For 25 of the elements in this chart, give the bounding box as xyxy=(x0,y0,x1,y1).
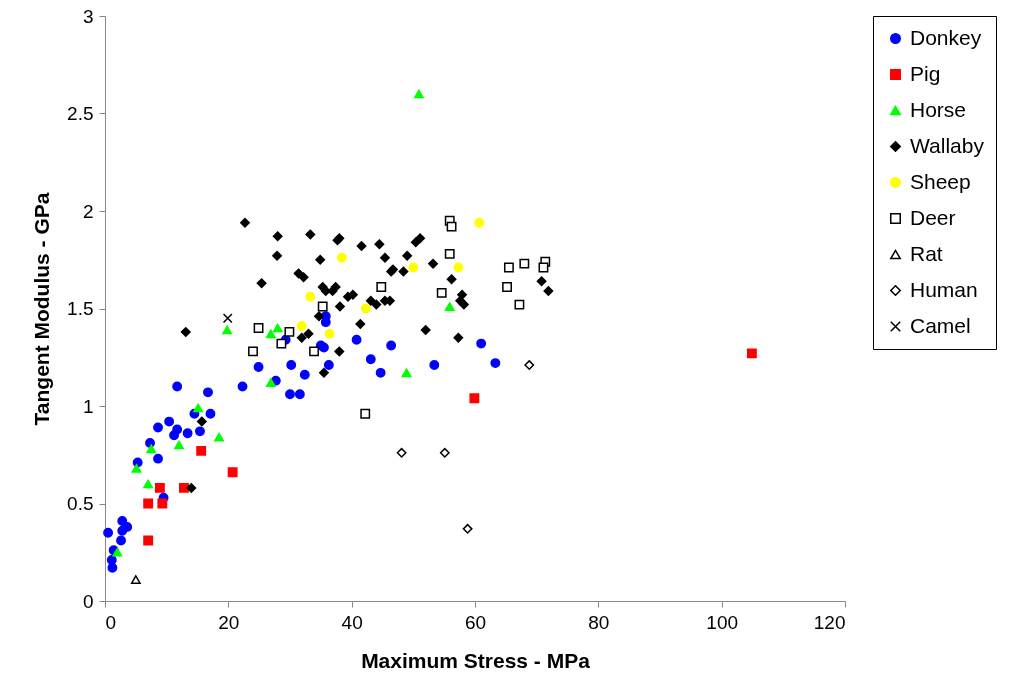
x-tick-label: 40 xyxy=(341,611,363,633)
y-tick-label: 0.5 xyxy=(67,493,94,514)
y-tick-label: 3 xyxy=(82,5,94,27)
y-tick-label: 2.5 xyxy=(67,103,94,124)
y-tick-label: 2 xyxy=(82,200,94,222)
legend-label: Human xyxy=(910,277,978,301)
legend-label: Rat xyxy=(910,241,943,265)
legend-label: Sheep xyxy=(910,169,971,193)
y-axis-title: Tangent Modulus - GPa xyxy=(30,192,54,426)
legend-label: Camel xyxy=(910,313,971,337)
x-tick-label: 100 xyxy=(706,611,739,633)
legend-label: Deer xyxy=(910,205,956,229)
x-tick-label: 60 xyxy=(464,611,487,633)
x-tick-label: 120 xyxy=(813,611,846,633)
x-tick-label: 20 xyxy=(218,611,240,633)
y-tick-label: 1 xyxy=(82,395,94,417)
legend-label: Donkey xyxy=(910,25,982,49)
legend-label: Pig xyxy=(910,61,941,85)
y-tick-label: 1.5 xyxy=(67,298,94,319)
legend-label: Horse xyxy=(910,97,967,121)
x-axis-title: Maximum Stress - MPa xyxy=(361,648,591,672)
legend-label: Wallaby xyxy=(910,133,985,157)
x-tick-label: 0 xyxy=(105,611,117,633)
x-tick-label: 80 xyxy=(588,611,610,633)
y-tick-label: 0 xyxy=(82,590,94,612)
